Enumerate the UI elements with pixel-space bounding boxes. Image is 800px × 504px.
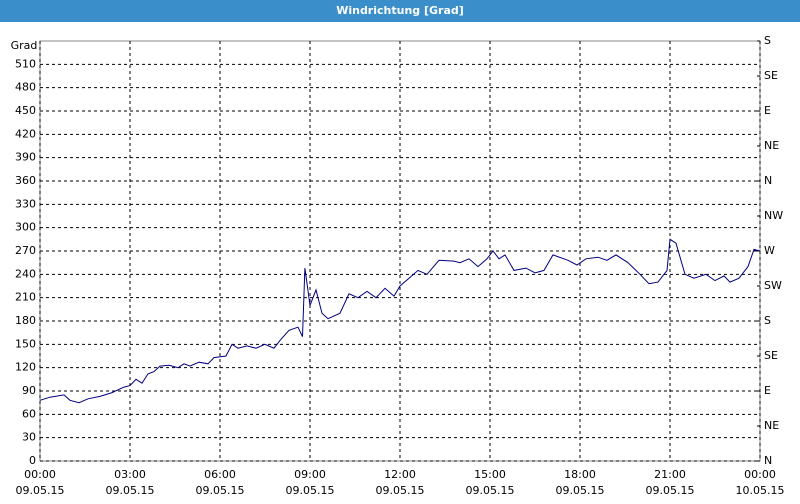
y-tick-label: 120 — [15, 361, 36, 374]
title-bar — [0, 0, 800, 22]
x-tick-label: 03:00 — [114, 468, 146, 481]
x-tick-label: 00:00 — [744, 468, 776, 481]
y-tick-label: 150 — [15, 337, 36, 350]
x-tick-date: 09.05.15 — [106, 484, 155, 497]
y-tick-label: 420 — [15, 127, 36, 140]
x-tick-date: 09.05.15 — [466, 484, 515, 497]
data-line — [39, 238, 761, 404]
y2-tick-label: NE — [764, 419, 779, 432]
y-tick-label: 270 — [15, 244, 36, 257]
y-tick-label: 90 — [22, 384, 36, 397]
y-tick-label: 30 — [22, 431, 36, 444]
y-tick-label: 360 — [15, 174, 36, 187]
x-tick-label: 06:00 — [204, 468, 236, 481]
y2-tick-label: NW — [764, 209, 783, 222]
y-tick-label: 300 — [15, 221, 36, 234]
y2-tick-label: SE — [764, 349, 778, 362]
x-tick-label: 21:00 — [654, 468, 686, 481]
x-tick-label: 15:00 — [474, 468, 506, 481]
y-tick-label: 450 — [15, 104, 36, 117]
x-tick-label: 12:00 — [384, 468, 416, 481]
y2-tick-label: N — [764, 454, 772, 467]
y2-tick-label: E — [764, 104, 771, 117]
x-tick-date: 09.05.15 — [556, 484, 605, 497]
y-tick-label: 0 — [29, 454, 36, 467]
y2-tick-label: S — [764, 314, 771, 327]
y-tick-label: 180 — [15, 314, 36, 327]
x-tick-date: 09.05.15 — [196, 484, 245, 497]
y-tick-label: 60 — [22, 407, 36, 420]
y-tick-label: 390 — [15, 151, 36, 164]
y-tick-label: 510 — [15, 57, 36, 70]
y2-tick-label: SE — [764, 69, 778, 82]
chart-title: Windrichtung [Grad] — [336, 4, 464, 17]
y2-tick-label: SW — [764, 279, 782, 292]
x-tick-label: 00:00 — [24, 468, 56, 481]
x-tick-date: 09.05.15 — [646, 484, 695, 497]
y-tick-label: 330 — [15, 197, 36, 210]
y-tick-label: 210 — [15, 291, 36, 304]
y2-tick-label: NE — [764, 139, 779, 152]
x-tick-date: 09.05.15 — [16, 484, 65, 497]
x-tick-date: 09.05.15 — [376, 484, 425, 497]
y-tick-label: 480 — [15, 81, 36, 94]
y2-tick-label: N — [764, 174, 772, 187]
x-tick-date: 09.05.15 — [286, 484, 335, 497]
x-tick-label: 09:00 — [294, 468, 326, 481]
y-tick-label: 240 — [15, 267, 36, 280]
y2-tick-label: E — [764, 384, 771, 397]
y2-tick-label: S — [764, 34, 771, 47]
x-tick-date: 10.05.15 — [736, 484, 785, 497]
y-axis-label: Grad — [11, 39, 38, 52]
y2-tick-label: W — [764, 244, 775, 257]
x-tick-label: 18:00 — [564, 468, 596, 481]
